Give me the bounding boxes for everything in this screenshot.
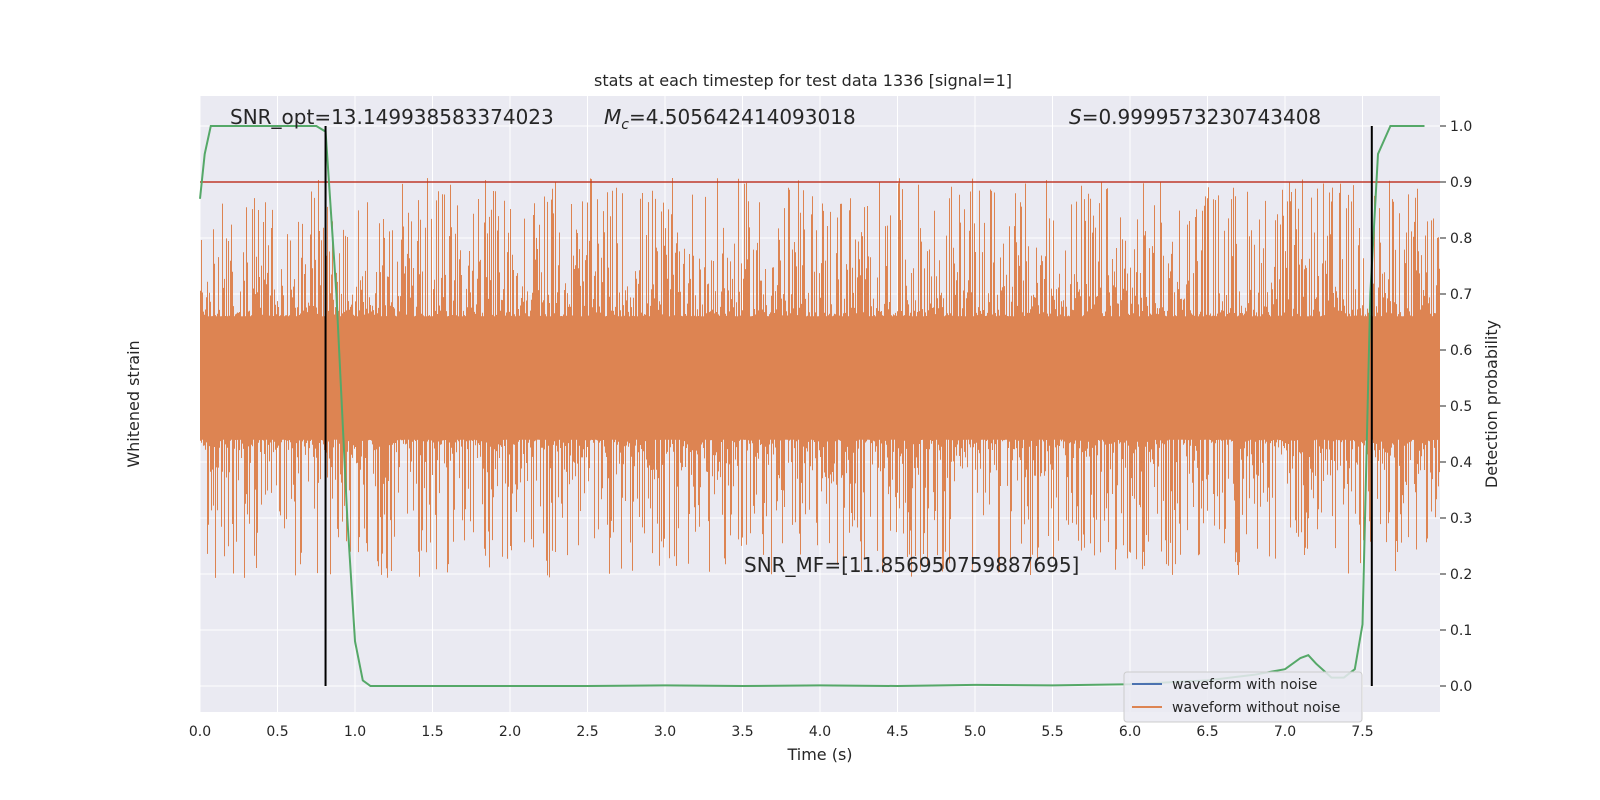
annotation-snr-mf: SNR_MF=[11.856950759887695] (744, 553, 1079, 577)
legend-label-with-noise: waveform with noise (1172, 677, 1317, 693)
x-tick-label: 3.5 (731, 724, 753, 740)
y-tick-label: 0.2 (1450, 567, 1472, 583)
x-tick-label: 0.5 (266, 724, 288, 740)
y-axis-label-right: Detection probability (1482, 320, 1501, 488)
x-tick-label: 7.5 (1351, 724, 1373, 740)
strain-spikes (200, 178, 1440, 578)
x-tick-label: 2.0 (499, 724, 521, 740)
x-tick-label: 6.5 (1196, 724, 1218, 740)
x-tick-label: 5.0 (964, 724, 986, 740)
x-tick-label: 7.0 (1274, 724, 1296, 740)
y-tick-label: 0.1 (1450, 623, 1472, 639)
y-tick-label: 0.8 (1450, 231, 1472, 247)
y-tick-label: 0.7 (1450, 287, 1472, 303)
y-ticks-right: 0.0 0.1 0.2 0.3 0.4 0.5 0.6 0.7 0.8 0.9 1.0 (1440, 119, 1472, 695)
y-axis-label-left: Whitened strain (124, 340, 143, 467)
x-tick-label: 4.5 (886, 724, 908, 740)
x-tick-label: 0.0 (189, 724, 211, 740)
y-tick-label: 0.9 (1450, 175, 1472, 191)
y-tick-label: 0.5 (1450, 399, 1472, 415)
x-ticks: 0.0 0.5 1.0 1.5 2.0 2.5 3.0 3.5 4.0 4.5 5.0 5.5 6.0 6… (189, 724, 1374, 740)
legend-label-without-noise: waveform without noise (1172, 700, 1340, 716)
y-tick-label: 0.4 (1450, 455, 1472, 471)
chart-title: stats at each timestep for test data 133… (594, 71, 1012, 90)
s-symbol: S (1069, 105, 1082, 129)
legend: waveform with noise waveform without noi… (1123, 671, 1363, 723)
x-tick-label: 1.0 (344, 724, 366, 740)
annotation-s: S=0.9999573230743408 (1069, 105, 1321, 129)
mc-value: =4.505642414093018 (629, 105, 856, 129)
x-tick-label: 5.5 (1041, 724, 1063, 740)
annotation-snr-opt: SNR_opt=13.149938583374023 (230, 105, 554, 129)
x-tick-label: 4.0 (809, 724, 831, 740)
s-value: =0.9999573230743408 (1082, 105, 1321, 129)
annotation-chirp-mass: Mc=4.505642414093018 (604, 105, 856, 133)
y-tick-label: 0.0 (1450, 679, 1472, 695)
x-tick-label: 6.0 (1119, 724, 1141, 740)
y-tick-label: 0.6 (1450, 343, 1472, 359)
x-tick-label: 3.0 (654, 724, 676, 740)
x-tick-label: 2.5 (576, 724, 598, 740)
mc-symbol: M (604, 105, 621, 129)
x-axis-label: Time (s) (786, 745, 852, 764)
y-tick-label: 1.0 (1450, 119, 1472, 135)
mc-subscript: c (621, 117, 629, 133)
y-tick-label: 0.3 (1450, 511, 1472, 527)
legend-box (1123, 671, 1363, 723)
x-tick-label: 1.5 (421, 724, 443, 740)
strain-series (200, 178, 1440, 578)
